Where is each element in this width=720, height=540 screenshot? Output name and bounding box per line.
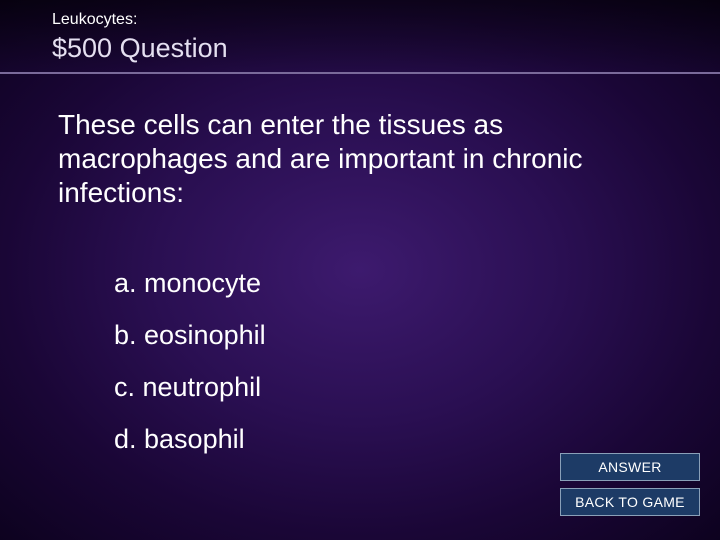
option-a: a. monocyte <box>114 268 668 299</box>
category-label: Leukocytes: <box>52 11 720 29</box>
option-b: b. eosinophil <box>114 320 668 351</box>
question-value: $500 Question <box>52 33 720 64</box>
question-text: These cells can enter the tissues as mac… <box>58 108 668 210</box>
content-area: These cells can enter the tissues as mac… <box>0 74 720 455</box>
answer-button[interactable]: ANSWER <box>560 453 700 481</box>
back-to-game-button[interactable]: BACK TO GAME <box>560 488 700 516</box>
options-list: a. monocyte b. eosinophil c. neutrophil … <box>58 268 668 455</box>
option-c: c. neutrophil <box>114 372 668 403</box>
option-d: d. basophil <box>114 424 668 455</box>
header-bar: Leukocytes: $500 Question <box>0 0 720 74</box>
button-group: ANSWER BACK TO GAME <box>560 453 700 516</box>
